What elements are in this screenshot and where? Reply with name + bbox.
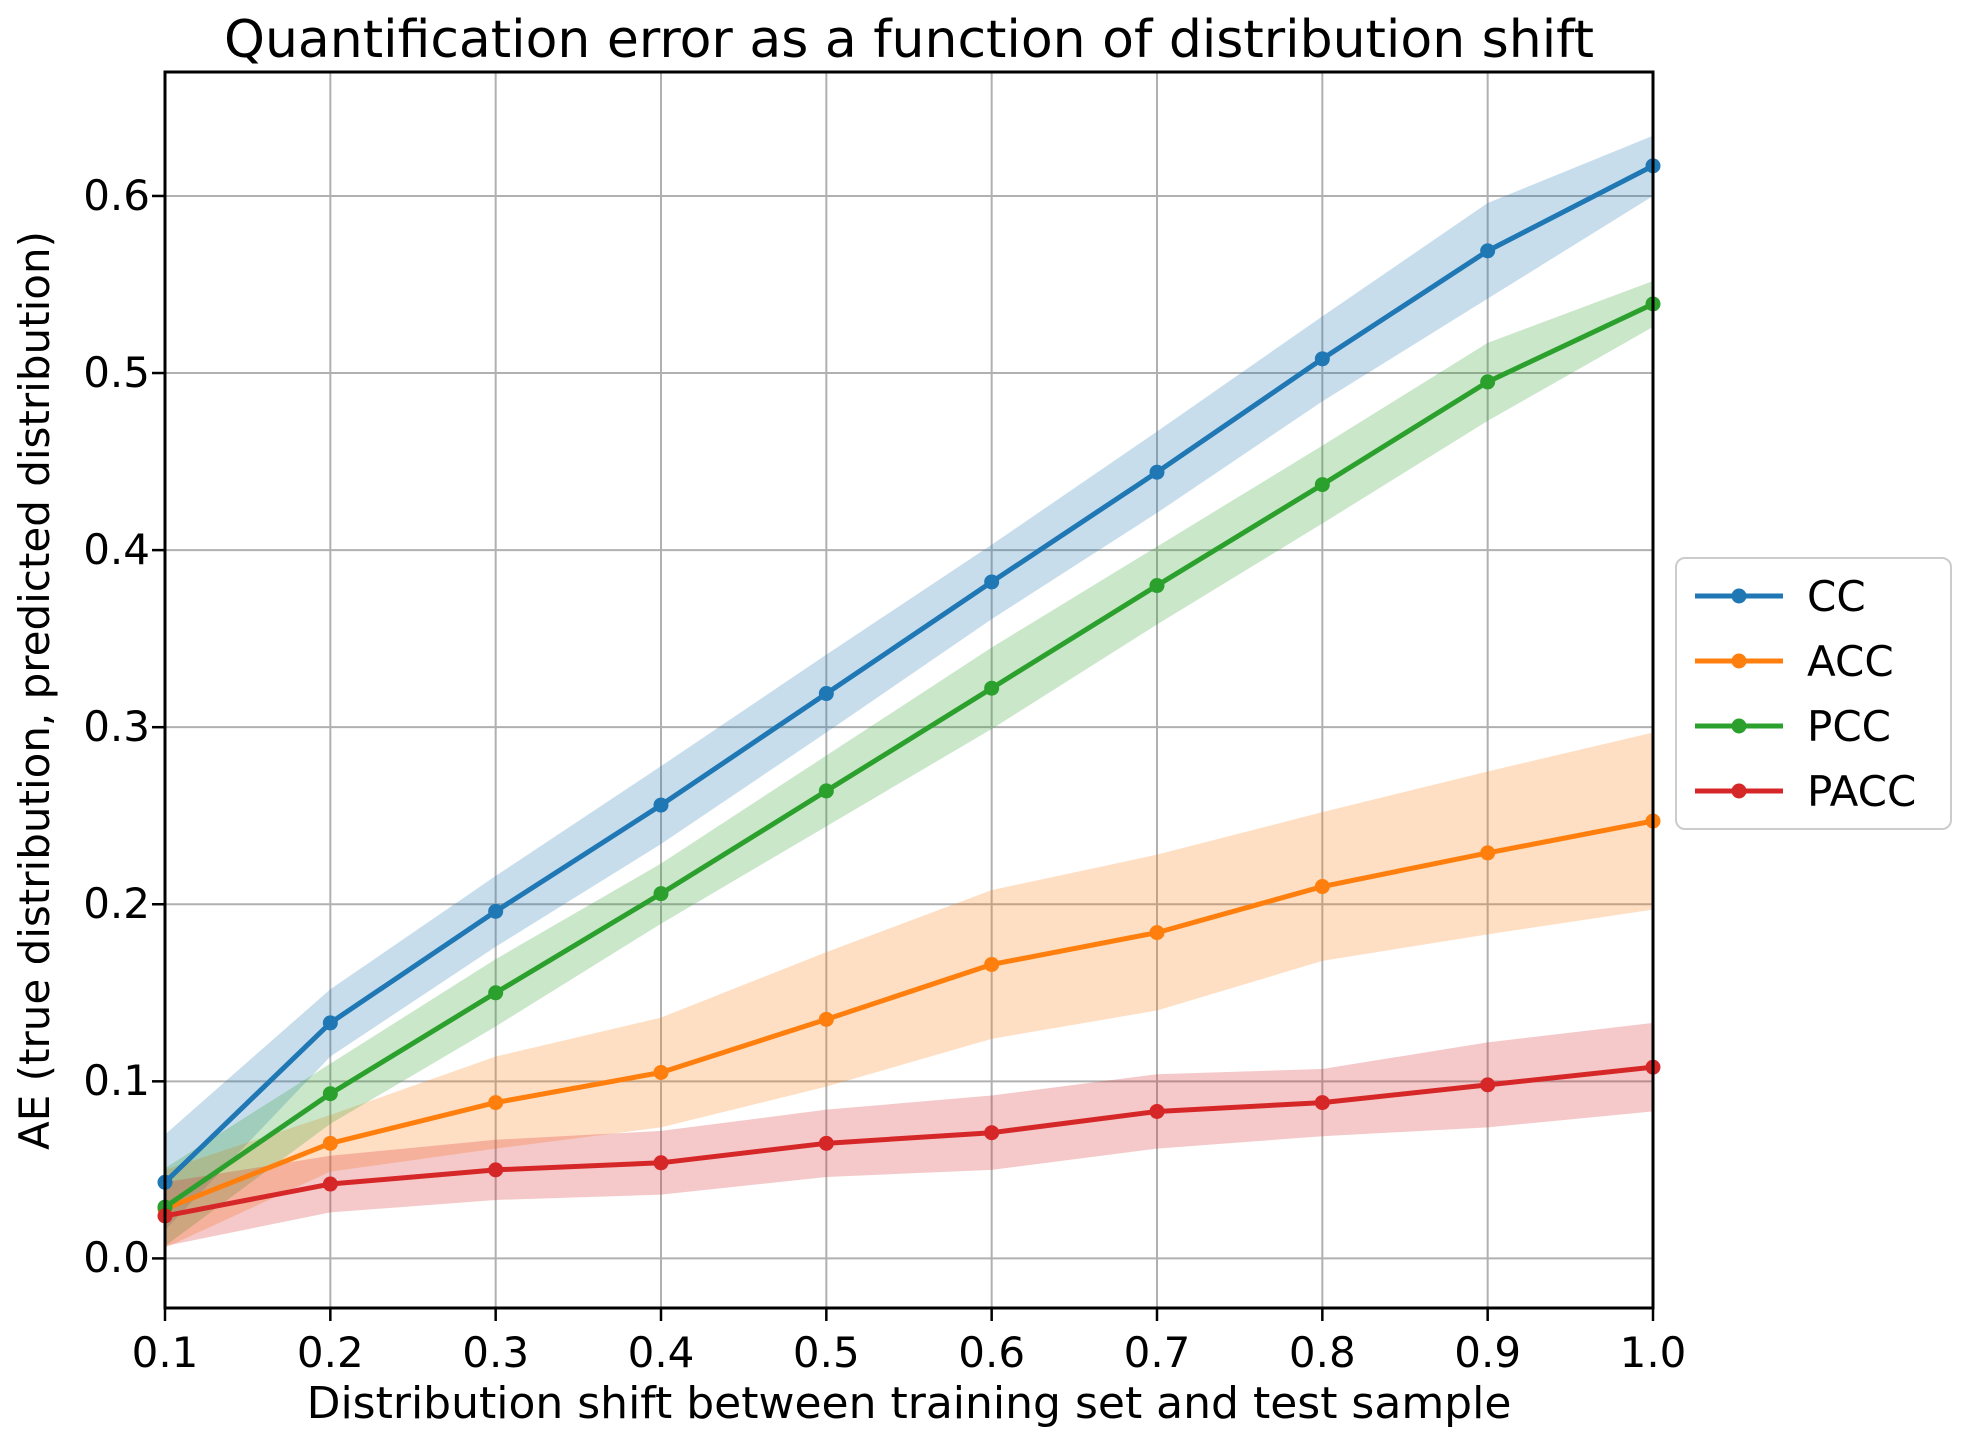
- x-tick-label: 0.5: [792, 1328, 860, 1377]
- legend: CC ACC PCC PACC: [1675, 557, 1952, 830]
- series-marker-PACC: [488, 1162, 504, 1178]
- y-axis-label-container: AE (true distribution, predicted distrib…: [6, 72, 62, 1308]
- x-tick-label: 0.8: [1288, 1328, 1356, 1377]
- series-marker-PACC: [818, 1135, 834, 1151]
- legend-item-ACC: ACC: [1693, 629, 1950, 694]
- series-marker-PCC: [984, 680, 1000, 696]
- legend-label: PACC: [1807, 766, 1917, 816]
- legend-label: CC: [1807, 571, 1866, 621]
- x-tick-label: 0.2: [296, 1328, 364, 1377]
- series-marker-ACC: [818, 1011, 834, 1027]
- series-marker-CC: [1480, 243, 1496, 259]
- series-marker-ACC: [984, 956, 1000, 972]
- x-tick-label: 0.3: [462, 1328, 530, 1377]
- series-marker-CC: [1149, 464, 1165, 480]
- legend-line-swatch: [1695, 653, 1783, 669]
- x-axis-label: Distribution shift between training set …: [306, 1378, 1512, 1429]
- series-line-ACC: [162, 818, 1656, 1212]
- chart-title: Quantification error as a function of di…: [224, 10, 1594, 70]
- series-marker-CC: [322, 1015, 338, 1031]
- legend-item-CC: CC: [1693, 564, 1950, 629]
- series-line-PACC: [162, 1064, 1656, 1219]
- axes-spines: [163, 70, 1655, 1310]
- x-tick-label: 0.1: [131, 1328, 199, 1377]
- series-marker-CC: [984, 574, 1000, 590]
- series-band-PCC: [165, 280, 1653, 1247]
- series-marker-ACC: [1314, 879, 1330, 895]
- series-marker-PACC: [1149, 1103, 1165, 1119]
- series-marker-ACC: [322, 1135, 338, 1151]
- series-line-CC: [162, 163, 1656, 1185]
- series-marker-CC: [1314, 351, 1330, 367]
- series-marker-PACC: [322, 1176, 338, 1192]
- x-tick-label: 0.4: [627, 1328, 695, 1377]
- series-marker-PCC: [818, 783, 834, 799]
- legend-item-PCC: PCC: [1693, 694, 1950, 759]
- series-marker-PCC: [322, 1086, 338, 1102]
- series-marker-ACC: [488, 1095, 504, 1111]
- series-marker-PCC: [1314, 477, 1330, 493]
- series-marker-PCC: [488, 985, 504, 1001]
- x-tick-label: 1.0: [1619, 1328, 1687, 1377]
- x-tick-label: 0.6: [958, 1328, 1026, 1377]
- series-marker-PCC: [653, 886, 669, 902]
- series-marker-PCC: [1480, 374, 1496, 390]
- legend-line-swatch: [1695, 718, 1783, 734]
- series-line-PCC: [162, 301, 1656, 1210]
- series-marker-CC: [488, 903, 504, 919]
- series-marker-PACC: [1314, 1095, 1330, 1111]
- y-axis-label: AE (true distribution, predicted distrib…: [9, 230, 59, 1150]
- series-marker-ACC: [1480, 845, 1496, 861]
- series-marker-CC: [818, 686, 834, 702]
- legend-label: PCC: [1807, 701, 1891, 751]
- x-tick-label: 0.7: [1123, 1328, 1191, 1377]
- series-marker-PACC: [984, 1125, 1000, 1141]
- legend-line-swatch: [1695, 783, 1783, 799]
- series-marker-PCC: [1149, 578, 1165, 594]
- legend-line-swatch: [1695, 588, 1783, 604]
- x-tick-label: 0.9: [1454, 1328, 1522, 1377]
- series-marker-PACC: [1480, 1077, 1496, 1093]
- plot-area: [152, 70, 1661, 1321]
- series-band-PACC: [165, 1022, 1653, 1247]
- series-marker-PACC: [653, 1155, 669, 1171]
- series-marker-CC: [653, 797, 669, 813]
- series-marker-ACC: [653, 1064, 669, 1080]
- series-marker-ACC: [1149, 925, 1165, 941]
- legend-item-PACC: PACC: [1693, 759, 1950, 824]
- series-band-CC: [165, 135, 1653, 1231]
- legend-label: ACC: [1807, 636, 1894, 686]
